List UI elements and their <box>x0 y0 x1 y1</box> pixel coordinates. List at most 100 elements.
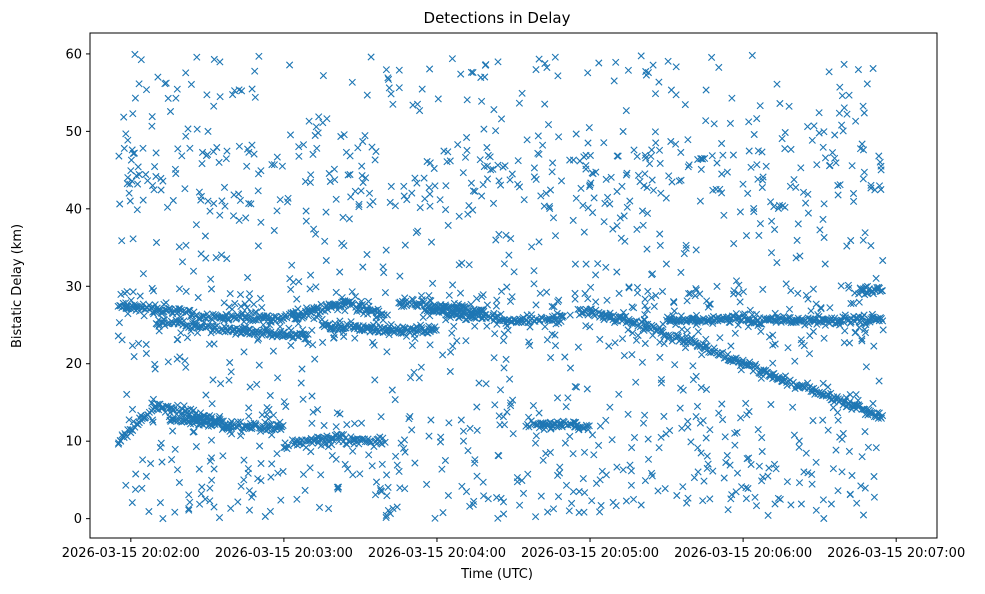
noise-point <box>243 303 251 312</box>
noise-point <box>520 196 528 204</box>
noise-point <box>495 412 503 420</box>
noise-point <box>515 183 524 191</box>
noise-point <box>742 484 750 492</box>
noise-point <box>802 449 810 457</box>
noise-point <box>254 187 262 195</box>
noise-point <box>210 55 218 63</box>
noise-point <box>615 390 623 398</box>
noise-point <box>450 322 458 330</box>
noise-point <box>678 424 686 432</box>
y-tick-label: 20 <box>65 357 82 372</box>
noise-point <box>648 146 656 154</box>
noise-point <box>610 77 618 85</box>
noise-point <box>366 201 374 209</box>
noise-point <box>359 178 367 187</box>
noise-point <box>667 137 675 146</box>
noise-point <box>115 319 123 327</box>
noise-point <box>230 191 238 199</box>
noise-point <box>875 152 883 160</box>
noise-point <box>859 175 867 183</box>
noise-point <box>539 141 547 149</box>
noise-point <box>465 261 473 269</box>
noise-point <box>692 413 700 421</box>
noise-point <box>489 165 497 173</box>
noise-point <box>172 94 180 102</box>
noise-point <box>218 197 226 205</box>
noise-point <box>875 377 883 385</box>
noise-point <box>494 514 502 522</box>
noise-point <box>265 405 273 413</box>
noise-point <box>812 458 820 466</box>
track-point <box>678 334 686 342</box>
noise-point <box>621 237 629 245</box>
noise-point <box>655 146 664 154</box>
noise-point <box>576 157 584 165</box>
track-point <box>357 297 366 305</box>
noise-point <box>530 267 538 275</box>
noise-point <box>845 447 853 455</box>
noise-point <box>283 198 292 206</box>
noise-point <box>566 364 575 372</box>
noise-point <box>169 427 177 435</box>
noise-point <box>478 97 486 105</box>
noise-point <box>185 505 193 513</box>
noise-point <box>372 478 381 486</box>
noise-point <box>221 202 229 210</box>
noise-point <box>750 208 758 216</box>
noise-point <box>556 463 564 471</box>
noise-point <box>223 255 231 263</box>
noise-point <box>739 288 747 296</box>
noise-point <box>731 329 739 337</box>
track-point <box>409 296 417 304</box>
noise-point <box>745 118 753 126</box>
noise-point <box>876 158 884 166</box>
track-point <box>302 335 310 343</box>
track-point <box>338 430 346 439</box>
chart-title: Detections in Delay <box>424 9 571 27</box>
noise-point <box>595 59 603 67</box>
noise-point <box>859 146 868 154</box>
noise-point <box>128 177 136 185</box>
noise-point <box>416 204 424 212</box>
track-point <box>840 397 848 405</box>
noise-point <box>840 104 848 112</box>
noise-point <box>756 220 764 228</box>
track-point <box>753 363 761 372</box>
noise-point <box>497 115 506 123</box>
noise-point <box>660 340 668 348</box>
noise-point <box>544 508 552 516</box>
noise-point <box>184 125 192 133</box>
noise-point <box>613 152 621 160</box>
noise-point <box>702 434 710 442</box>
track-point <box>379 434 387 442</box>
noise-point <box>676 404 684 412</box>
noise-point <box>667 86 675 94</box>
noise-point <box>244 273 252 282</box>
noise-point <box>448 329 456 337</box>
noise-point <box>860 109 868 117</box>
noise-point <box>425 432 433 440</box>
noise-point <box>306 178 314 186</box>
noise-point <box>482 380 490 388</box>
noise-point <box>655 78 663 86</box>
noise-point <box>697 383 705 392</box>
noise-point <box>824 426 832 434</box>
noise-point <box>815 129 823 137</box>
noise-point <box>361 132 369 140</box>
noise-point <box>554 72 562 80</box>
track-point <box>584 311 592 319</box>
noise-point <box>157 186 165 194</box>
noise-point <box>508 293 516 301</box>
track-point <box>474 312 483 321</box>
noise-point <box>781 128 789 137</box>
noise-point <box>386 198 394 206</box>
noise-point <box>745 147 753 155</box>
noise-point <box>334 485 342 493</box>
noise-point <box>454 141 462 149</box>
noise-point <box>202 254 210 262</box>
noise-point <box>152 149 160 157</box>
noise-point <box>572 383 581 391</box>
noise-point <box>333 483 341 491</box>
noise-point <box>309 408 317 416</box>
noise-point <box>815 109 823 117</box>
